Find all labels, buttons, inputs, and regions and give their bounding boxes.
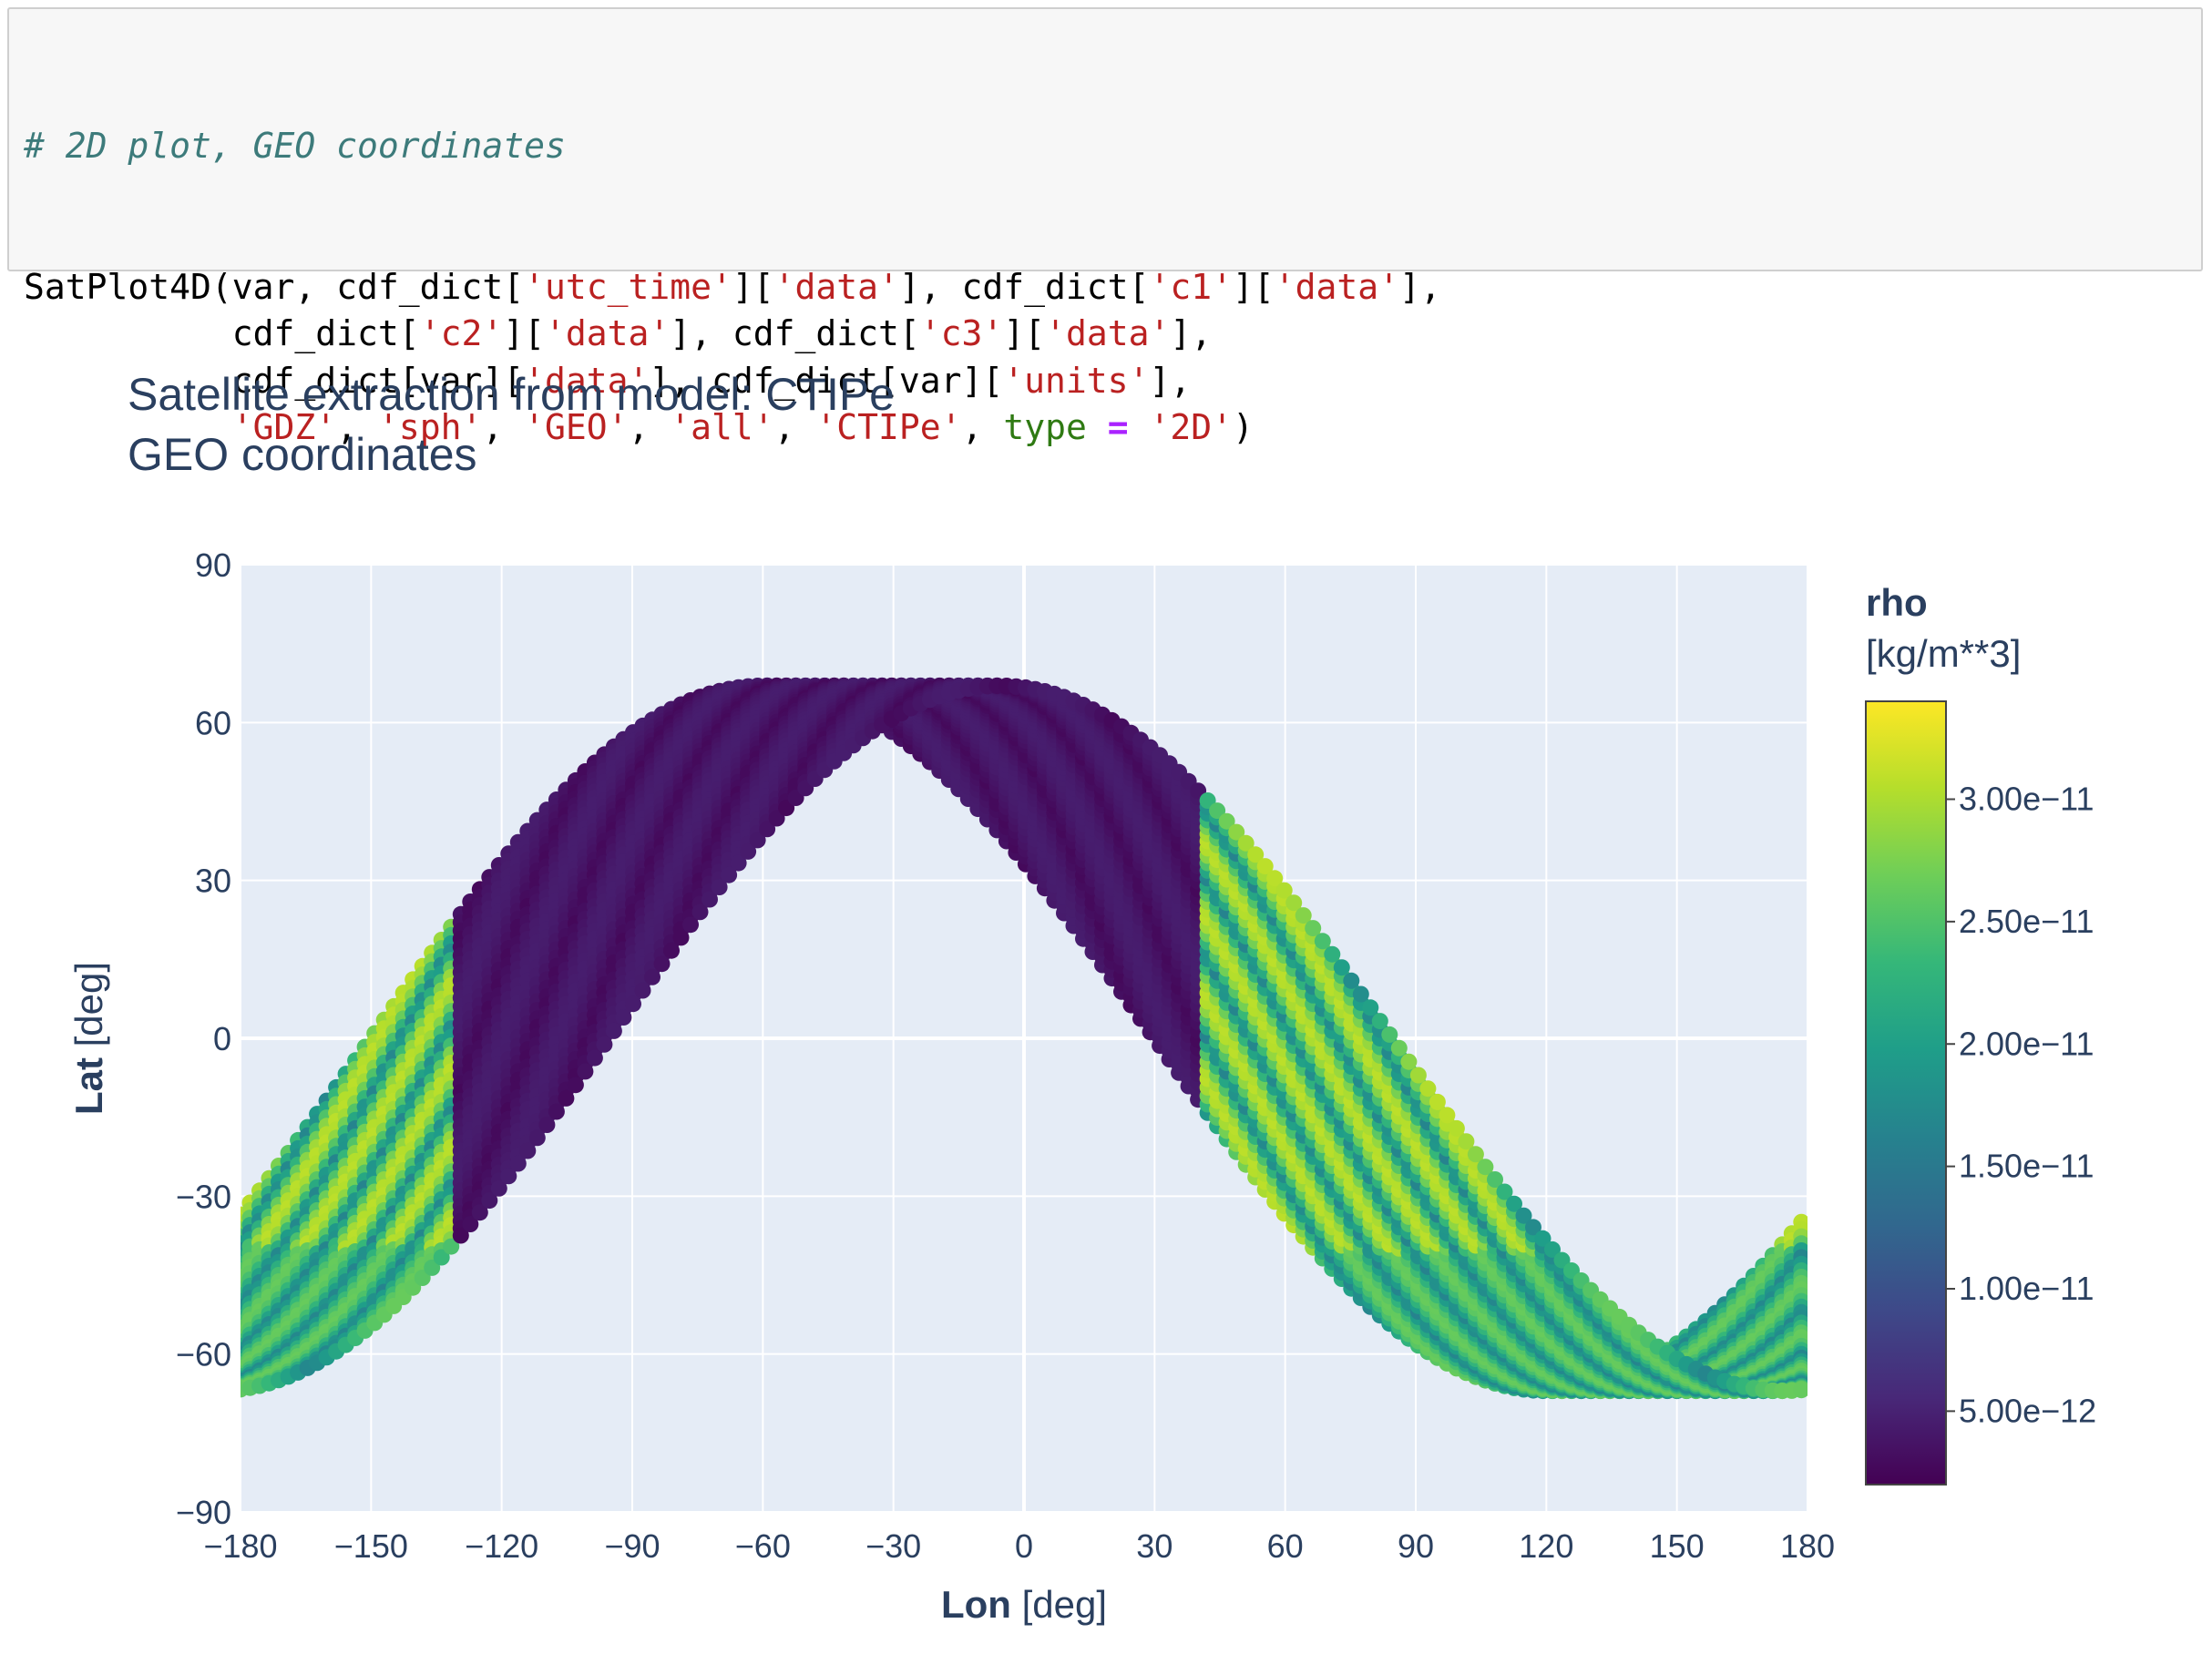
- code-token: cdf_dict[: [24, 313, 420, 353]
- chart-title: Satellite extraction from model: CTIPe: [128, 369, 895, 420]
- code-token: =: [1107, 407, 1129, 447]
- code-token: ],: [1149, 360, 1192, 401]
- code-token: 'CTIPe': [815, 407, 962, 447]
- code-token: ,: [628, 407, 671, 447]
- code-token: ): [1233, 407, 1254, 447]
- plotly-figure: Satellite extraction from model: CTIPe G…: [67, 369, 2096, 1626]
- code-token: ], cdf_dict[var][: [649, 360, 1004, 401]
- code-token: 'c3': [919, 313, 1004, 353]
- code-cell[interactable]: # 2D plot, GEO coordinates SatPlot4D(var…: [7, 7, 2203, 447]
- code-token: ], cdf_dict[: [898, 266, 1150, 307]
- code-token: 'data': [773, 266, 899, 307]
- code-comment: # 2D plot, GEO coordinates: [24, 126, 566, 166]
- code-token: ][: [1003, 313, 1046, 353]
- code-token: ][: [732, 266, 774, 307]
- code-token: 'data': [544, 313, 671, 353]
- code-comment-line: # 2D plot, GEO coordinates: [24, 123, 2201, 170]
- code-token: cdf_dict[var][: [24, 360, 525, 401]
- code-token: 'data': [1274, 266, 1400, 307]
- code-token: 'sph': [377, 407, 483, 447]
- code-token: type: [1003, 407, 1087, 447]
- code-token: SatPlot4D(var, cdf_dict[: [24, 266, 525, 307]
- code-token: 'units': [1003, 360, 1150, 401]
- chart-subtitle: GEO coordinates: [128, 429, 477, 480]
- code-token: ], cdf_dict[: [670, 313, 920, 353]
- code-token: ][: [1232, 266, 1275, 307]
- orbit-track-scatter[interactable]: [232, 677, 1809, 1400]
- code-token: 'utc_time': [524, 266, 732, 307]
- code-token: 'all': [670, 407, 774, 447]
- code-token: ][: [503, 313, 545, 353]
- code-token: ],: [1170, 313, 1213, 353]
- code-token: ,: [336, 407, 378, 447]
- code-line: SatPlot4D(var, cdf_dict['utc_time']['dat…: [24, 264, 2201, 311]
- code-token: '2D': [1149, 407, 1234, 447]
- code-line: cdf_dict[var]['data'], cdf_dict[var]['un…: [24, 358, 2201, 405]
- code-token: 'data': [524, 360, 650, 401]
- code-line: cdf_dict['c2']['data'], cdf_dict['c3']['…: [24, 311, 2201, 358]
- code-line: 'GDZ', 'sph', 'GEO', 'all', 'CTIPe', typ…: [24, 404, 2201, 452]
- code-token: 'c2': [419, 313, 504, 353]
- code-token: ,: [961, 407, 1004, 447]
- code-body: SatPlot4D(var, cdf_dict['utc_time']['dat…: [24, 264, 2201, 452]
- code-token: ,: [773, 407, 816, 447]
- code-token: ,: [482, 407, 525, 447]
- code-token: 'GDZ': [231, 407, 337, 447]
- code-token: ],: [1399, 266, 1441, 307]
- code-token: 'GEO': [524, 407, 629, 447]
- code-token: 'data': [1045, 313, 1171, 353]
- code-token: 'c1': [1149, 266, 1233, 307]
- chart-title-group: Satellite extraction from model: CTIPe G…: [128, 369, 895, 480]
